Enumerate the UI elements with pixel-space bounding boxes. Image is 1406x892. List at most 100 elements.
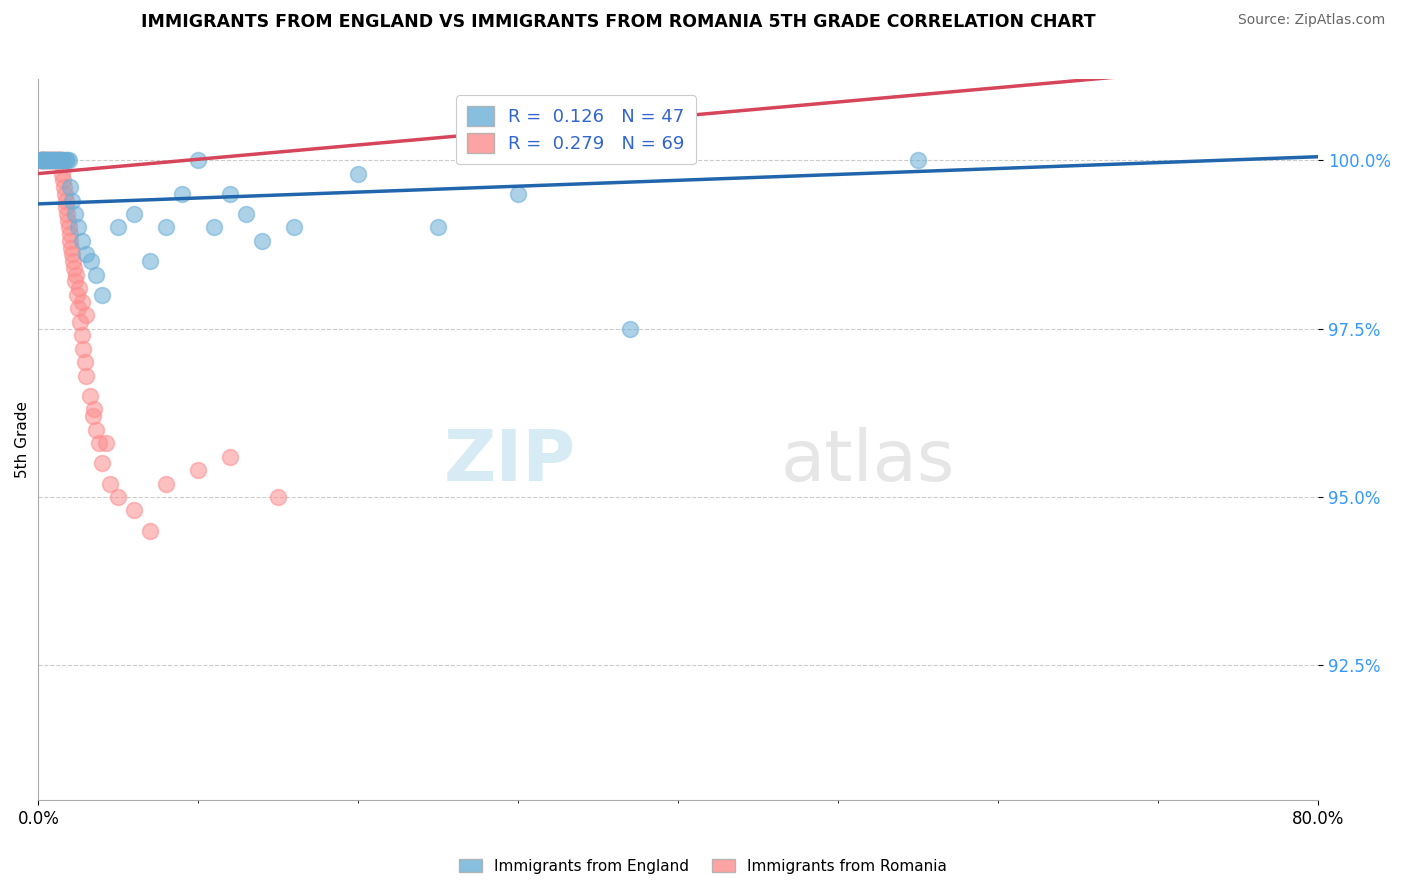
Point: [219, 450, 242, 464]
Point: [187, 463, 209, 477]
Point: [73, 355, 96, 369]
Point: [34, 153, 56, 167]
Point: [67, 220, 90, 235]
Point: [30, 153, 52, 167]
Point: [32, 153, 55, 167]
Point: [48, 153, 70, 167]
Point: [49, 153, 72, 167]
Point: [38, 153, 60, 167]
Point: [124, 207, 146, 221]
Point: [44, 153, 66, 167]
Point: [30, 153, 52, 167]
Point: [94, 436, 117, 450]
Legend: R =  0.126   N = 47, R =  0.279   N = 69: R = 0.126 N = 47, R = 0.279 N = 69: [456, 95, 696, 164]
Point: [60, 194, 83, 208]
Point: [235, 207, 257, 221]
Point: [67, 301, 90, 316]
Point: [46, 153, 69, 167]
Point: [155, 476, 177, 491]
Point: [42, 153, 65, 167]
Point: [508, 186, 530, 201]
Point: [67, 281, 90, 295]
Point: [39, 153, 62, 167]
Point: [139, 524, 162, 538]
Point: [84, 268, 107, 282]
Point: [202, 220, 225, 235]
Point: [63, 207, 86, 221]
Point: [32, 153, 55, 167]
Point: [79, 389, 101, 403]
Point: [46, 153, 69, 167]
Point: [172, 186, 194, 201]
Point: [58, 220, 80, 235]
Point: [91, 456, 114, 470]
Point: [35, 153, 58, 167]
Point: [37, 153, 59, 167]
Point: [51, 153, 73, 167]
Point: [31, 153, 53, 167]
Point: [62, 260, 84, 275]
Point: [28, 153, 51, 167]
Point: [55, 194, 77, 208]
Point: [59, 180, 82, 194]
Point: [55, 200, 77, 214]
Point: [44, 153, 66, 167]
Point: [45, 153, 67, 167]
Point: [42, 153, 65, 167]
Point: [139, 254, 162, 268]
Point: [75, 368, 97, 383]
Point: [34, 153, 56, 167]
Point: [62, 254, 84, 268]
Point: [124, 503, 146, 517]
Point: [39, 153, 62, 167]
Legend: Immigrants from England, Immigrants from Romania: Immigrants from England, Immigrants from…: [453, 853, 953, 880]
Point: [56, 207, 79, 221]
Point: [907, 153, 929, 167]
Point: [107, 490, 129, 504]
Point: [155, 220, 177, 235]
Point: [44, 153, 66, 167]
Point: [283, 220, 305, 235]
Point: [32, 153, 55, 167]
Point: [52, 180, 75, 194]
Text: IMMIGRANTS FROM ENGLAND VS IMMIGRANTS FROM ROMANIA 5TH GRADE CORRELATION CHART: IMMIGRANTS FROM ENGLAND VS IMMIGRANTS FR…: [142, 13, 1095, 31]
Point: [39, 153, 62, 167]
Point: [80, 254, 103, 268]
Point: [98, 476, 121, 491]
Point: [58, 227, 80, 242]
Point: [45, 153, 67, 167]
Point: [58, 153, 80, 167]
Point: [31, 153, 53, 167]
Point: [65, 268, 87, 282]
Point: [51, 167, 73, 181]
Point: [42, 153, 65, 167]
Point: [75, 308, 97, 322]
Point: [63, 274, 86, 288]
Y-axis label: 5th Grade: 5th Grade: [15, 401, 30, 478]
Point: [38, 153, 60, 167]
Point: [60, 247, 83, 261]
Point: [84, 423, 107, 437]
Point: [32, 153, 55, 167]
Point: [59, 234, 82, 248]
Point: [427, 220, 450, 235]
Point: [347, 167, 370, 181]
Point: [252, 234, 274, 248]
Point: [49, 153, 72, 167]
Point: [37, 153, 59, 167]
Point: [619, 321, 641, 335]
Point: [41, 153, 63, 167]
Point: [219, 186, 242, 201]
Text: Source: ZipAtlas.com: Source: ZipAtlas.com: [1237, 13, 1385, 28]
Point: [60, 241, 83, 255]
Point: [52, 153, 75, 167]
Point: [56, 153, 79, 167]
Point: [91, 288, 114, 302]
Point: [31, 153, 53, 167]
Point: [49, 153, 72, 167]
Text: ZIP: ZIP: [444, 427, 576, 496]
Point: [82, 409, 104, 424]
Point: [72, 342, 94, 356]
Point: [46, 153, 69, 167]
Point: [107, 220, 129, 235]
